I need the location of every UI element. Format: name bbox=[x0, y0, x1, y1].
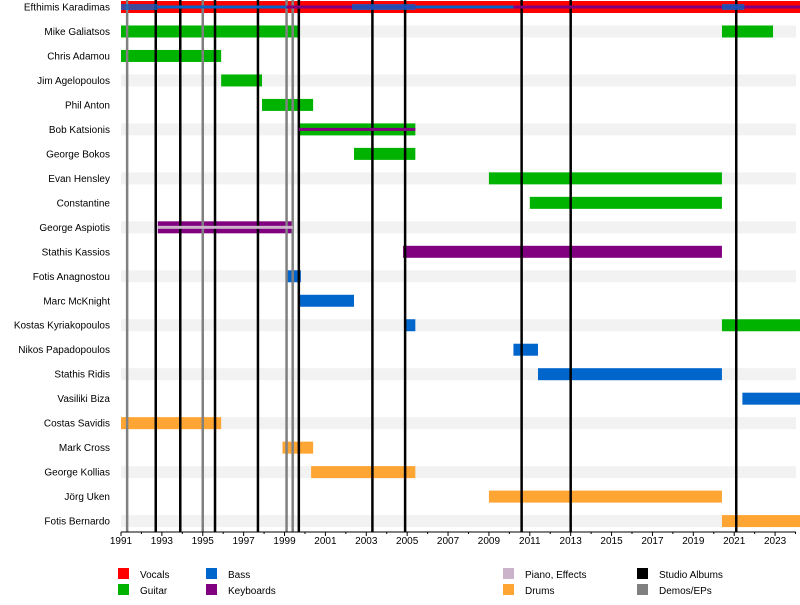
row-stripe bbox=[121, 74, 796, 87]
row-stripe bbox=[121, 417, 796, 430]
bar-keyboards-overlay bbox=[286, 5, 800, 9]
legend-swatch bbox=[637, 584, 648, 595]
member-name: Nikos Papadopoulos bbox=[18, 345, 110, 356]
x-tick-label: 2019 bbox=[682, 536, 705, 547]
bar-bass bbox=[513, 343, 538, 356]
bar-bass bbox=[405, 319, 416, 332]
bar-keyboards-overlay bbox=[298, 127, 416, 131]
legend-label: Drums bbox=[525, 586, 554, 597]
x-tick-label: 1993 bbox=[151, 536, 174, 547]
legend-swatch bbox=[637, 568, 648, 579]
x-tick-label: 2005 bbox=[396, 536, 419, 547]
member-name: Mike Galiatsos bbox=[44, 27, 110, 38]
bar-drums bbox=[121, 417, 222, 430]
bar-bass-overlay bbox=[157, 5, 287, 9]
legend-label: Vocals bbox=[140, 570, 169, 581]
member-name: George Kollias bbox=[44, 468, 110, 479]
bar-drums bbox=[488, 490, 722, 503]
bar-guitar bbox=[721, 25, 774, 38]
x-tick-label: 2013 bbox=[560, 536, 583, 547]
bar-guitar bbox=[121, 49, 222, 62]
member-name: Stathis Ridis bbox=[54, 370, 110, 381]
row-stripe bbox=[121, 319, 796, 332]
member-name: Bob Katsionis bbox=[49, 125, 110, 136]
member-name: Efthimis Karadimas bbox=[24, 3, 110, 14]
bar-guitar bbox=[354, 147, 416, 160]
row-stripe bbox=[121, 270, 796, 283]
bar-bass-overlay bbox=[721, 4, 745, 10]
row-stripe bbox=[121, 466, 796, 479]
bar-bass-overlay bbox=[415, 5, 514, 9]
legend-label: Bass bbox=[228, 570, 250, 581]
bar-guitar bbox=[529, 196, 722, 209]
x-tick-label: 2001 bbox=[314, 536, 337, 547]
legend-label: Studio Albums bbox=[659, 570, 723, 581]
x-tick-label: 1997 bbox=[233, 536, 256, 547]
x-tick-label: 2015 bbox=[600, 536, 623, 547]
legend-swatch bbox=[206, 584, 217, 595]
legend-swatch bbox=[503, 568, 514, 579]
member-name: George Bokos bbox=[46, 149, 110, 160]
x-tick-label: 1995 bbox=[192, 536, 215, 547]
member-name: Costas Savidis bbox=[44, 419, 110, 430]
member-name: Fotis Anagnostou bbox=[33, 272, 110, 283]
bar-guitar bbox=[121, 25, 299, 38]
legend-label: Demos/EPs bbox=[659, 586, 712, 597]
member-name: Constantine bbox=[57, 198, 111, 209]
bar-bass bbox=[742, 392, 800, 405]
x-tick-label: 2011 bbox=[519, 536, 541, 547]
bar-guitar bbox=[221, 74, 263, 87]
bar-drums bbox=[311, 466, 416, 479]
x-tick-label: 1991 bbox=[110, 536, 133, 547]
legend-swatch bbox=[118, 584, 129, 595]
x-tick-label: 2007 bbox=[437, 536, 460, 547]
member-name: Chris Adamou bbox=[47, 51, 110, 62]
row-stripe bbox=[121, 515, 796, 528]
member-name: Phil Anton bbox=[65, 100, 110, 111]
legend-swatch bbox=[503, 584, 514, 595]
x-tick-label: 2017 bbox=[641, 536, 664, 547]
x-tick-label: 2023 bbox=[764, 536, 787, 547]
member-name: Stathis Kassios bbox=[42, 247, 110, 258]
bar-guitar bbox=[721, 319, 800, 332]
member-name: George Aspiotis bbox=[39, 223, 110, 234]
bar-keyboards bbox=[403, 245, 722, 258]
x-tick-label: 1999 bbox=[273, 536, 296, 547]
legend-swatch bbox=[206, 568, 217, 579]
x-tick-label: 2003 bbox=[355, 536, 378, 547]
bar-guitar bbox=[488, 172, 722, 185]
bar-drums bbox=[721, 515, 800, 528]
legend-swatch bbox=[118, 568, 129, 579]
x-tick-label: 2009 bbox=[478, 536, 501, 547]
legend-label: Keyboards bbox=[228, 586, 276, 597]
member-name: Evan Hensley bbox=[48, 174, 110, 185]
bar-bass bbox=[537, 368, 722, 381]
bar-bass-overlay bbox=[351, 4, 416, 10]
member-name: Mark Cross bbox=[59, 443, 110, 454]
legend-label: Guitar bbox=[140, 586, 168, 597]
member-name: Jim Agelopoulos bbox=[37, 76, 110, 87]
member-name: Fotis Bernardo bbox=[44, 517, 110, 528]
bar-bass-overlay bbox=[121, 4, 158, 10]
x-tick-label: 2021 bbox=[723, 536, 746, 547]
row-stripe bbox=[121, 123, 796, 136]
member-name: Jörg Uken bbox=[64, 492, 110, 503]
bar-bass bbox=[298, 294, 355, 307]
member-name: Marc McKnight bbox=[43, 296, 110, 307]
bar-piano-effects-overlay bbox=[157, 225, 293, 229]
member-name: Kostas Kyriakopoulos bbox=[14, 321, 110, 332]
member-name: Vasiliki Biza bbox=[57, 394, 110, 405]
legend-label: Piano, Effects bbox=[525, 570, 587, 581]
